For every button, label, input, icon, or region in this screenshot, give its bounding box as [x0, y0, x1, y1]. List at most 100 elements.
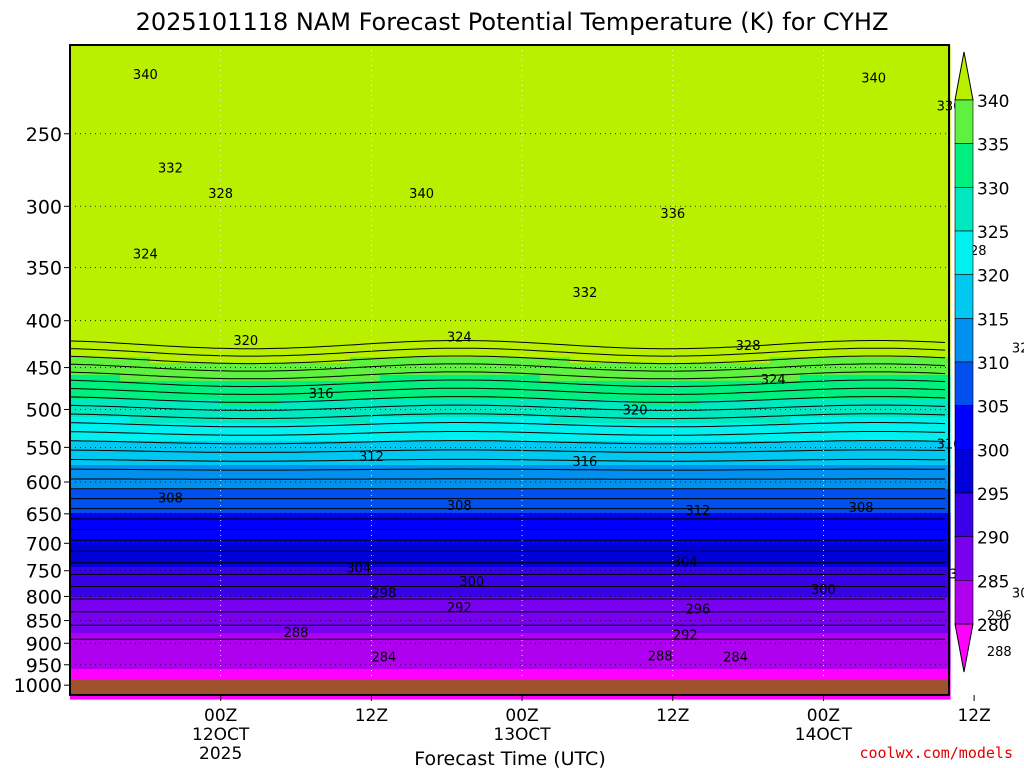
- band-cell: [250, 315, 261, 322]
- band-cell: [430, 453, 441, 460]
- band-cell: [420, 453, 431, 460]
- band-cell: [520, 165, 531, 172]
- band-cell: [260, 501, 271, 508]
- band-cell: [450, 441, 461, 448]
- band-cell: [490, 387, 501, 394]
- band-cell: [370, 309, 381, 316]
- band-cell: [120, 489, 131, 496]
- band-cell: [100, 303, 111, 310]
- band-cell: [240, 627, 251, 634]
- band-cell: [120, 453, 131, 460]
- band-cell: [250, 147, 261, 154]
- band-cell: [340, 303, 351, 310]
- band-cell: [260, 669, 271, 676]
- band-cell: [470, 123, 481, 130]
- band-cell: [380, 669, 391, 676]
- band-cell: [510, 189, 521, 196]
- band-cell: [480, 663, 491, 670]
- band-cell: [250, 303, 261, 310]
- band-cell: [470, 483, 481, 490]
- band-cell: [500, 303, 511, 310]
- band-cell: [140, 243, 151, 250]
- band-cell: [190, 249, 201, 256]
- band-cell: [490, 219, 501, 226]
- band-cell: [70, 111, 81, 118]
- band-cell: [200, 327, 211, 334]
- band-cell: [340, 147, 351, 154]
- band-cell: [490, 315, 501, 322]
- band-cell: [330, 399, 341, 406]
- band-cell: [360, 63, 371, 70]
- band-cell: [280, 639, 291, 646]
- band-cell: [270, 147, 281, 154]
- band-cell: [170, 45, 181, 52]
- band-cell: [380, 225, 391, 232]
- band-cell: [230, 405, 241, 412]
- band-cell: [180, 363, 191, 370]
- band-cell: [500, 543, 511, 550]
- band-cell: [120, 141, 131, 148]
- band-cell: [220, 675, 231, 682]
- band-cell: [130, 261, 141, 268]
- band-cell: [380, 663, 391, 670]
- band-cell: [70, 183, 81, 190]
- band-cell: [270, 261, 281, 268]
- band-cell: [500, 81, 511, 88]
- band-cell: [230, 585, 241, 592]
- band-cell: [130, 345, 141, 352]
- band-cell: [140, 591, 151, 598]
- band-cell: [420, 669, 431, 676]
- band-cell: [80, 663, 91, 670]
- band-cell: [500, 159, 511, 166]
- band-cell: [310, 159, 321, 166]
- band-cell: [100, 363, 111, 370]
- band-cell: [400, 81, 411, 88]
- band-cell: [230, 579, 241, 586]
- band-cell: [170, 555, 181, 562]
- band-cell: [90, 657, 101, 664]
- band-cell: [440, 93, 451, 100]
- band-cell: [190, 303, 201, 310]
- band-cell: [510, 627, 521, 634]
- band-cell: [340, 519, 351, 526]
- band-cell: [320, 315, 331, 322]
- band-cell: [300, 141, 311, 148]
- band-cell: [110, 375, 121, 382]
- band-cell: [380, 597, 391, 604]
- band-cell: [140, 507, 151, 514]
- band-cell: [370, 471, 381, 478]
- band-cell: [390, 75, 401, 82]
- band-cell: [510, 555, 521, 562]
- band-cell: [230, 177, 241, 184]
- band-cell: [380, 507, 391, 514]
- band-cell: [430, 177, 441, 184]
- band-cell: [280, 159, 291, 166]
- band-cell: [180, 291, 191, 298]
- band-cell: [250, 693, 261, 700]
- band-cell: [180, 261, 191, 268]
- band-cell: [170, 75, 181, 82]
- band-cell: [320, 201, 331, 208]
- band-cell: [150, 519, 161, 526]
- band-cell: [310, 339, 321, 346]
- band-cell: [450, 429, 461, 436]
- band-cell: [270, 75, 281, 82]
- band-cell: [270, 105, 281, 112]
- band-cell: [280, 249, 291, 256]
- band-cell: [320, 69, 331, 76]
- band-cell: [120, 639, 131, 646]
- band-cell: [360, 465, 371, 472]
- band-cell: [360, 285, 371, 292]
- band-cell: [370, 249, 381, 256]
- band-cell: [120, 111, 131, 118]
- band-cell: [370, 213, 381, 220]
- band-cell: [330, 291, 341, 298]
- band-cell: [410, 525, 421, 532]
- band-cell: [440, 579, 451, 586]
- band-cell: [120, 291, 131, 298]
- band-cell: [450, 159, 461, 166]
- band-cell: [100, 441, 111, 448]
- band-cell: [130, 585, 141, 592]
- band-cell: [80, 195, 91, 202]
- band-cell: [390, 591, 401, 598]
